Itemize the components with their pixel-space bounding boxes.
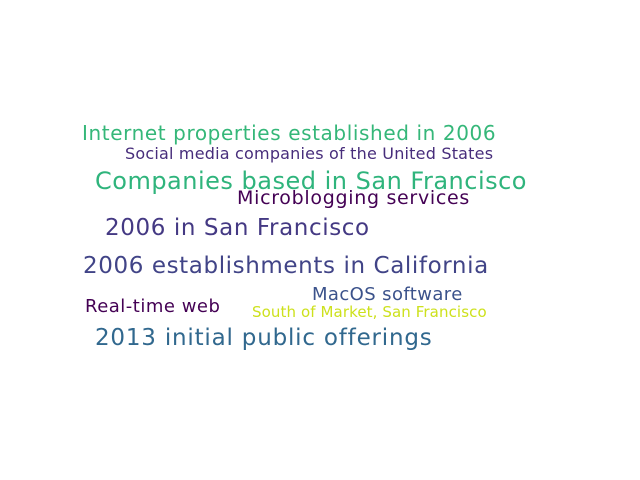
word-2006-in-sf: 2006 in San Francisco (105, 215, 370, 241)
word-south-of-market: South of Market, San Francisco (252, 303, 487, 321)
word-macos-software: MacOS software (312, 284, 463, 305)
word-social-media-companies: Social media companies of the United Sta… (125, 144, 494, 163)
word-real-time-web: Real-time web (85, 296, 221, 317)
word-2013-ipos: 2013 initial public offerings (95, 325, 433, 351)
word-companies-sf: Companies based in San Francisco (95, 167, 527, 195)
word-internet-properties: Internet properties established in 2006 (82, 121, 497, 145)
word-microblogging: Microblogging services (237, 187, 471, 209)
word-2006-establishments: 2006 establishments in California (83, 253, 489, 279)
